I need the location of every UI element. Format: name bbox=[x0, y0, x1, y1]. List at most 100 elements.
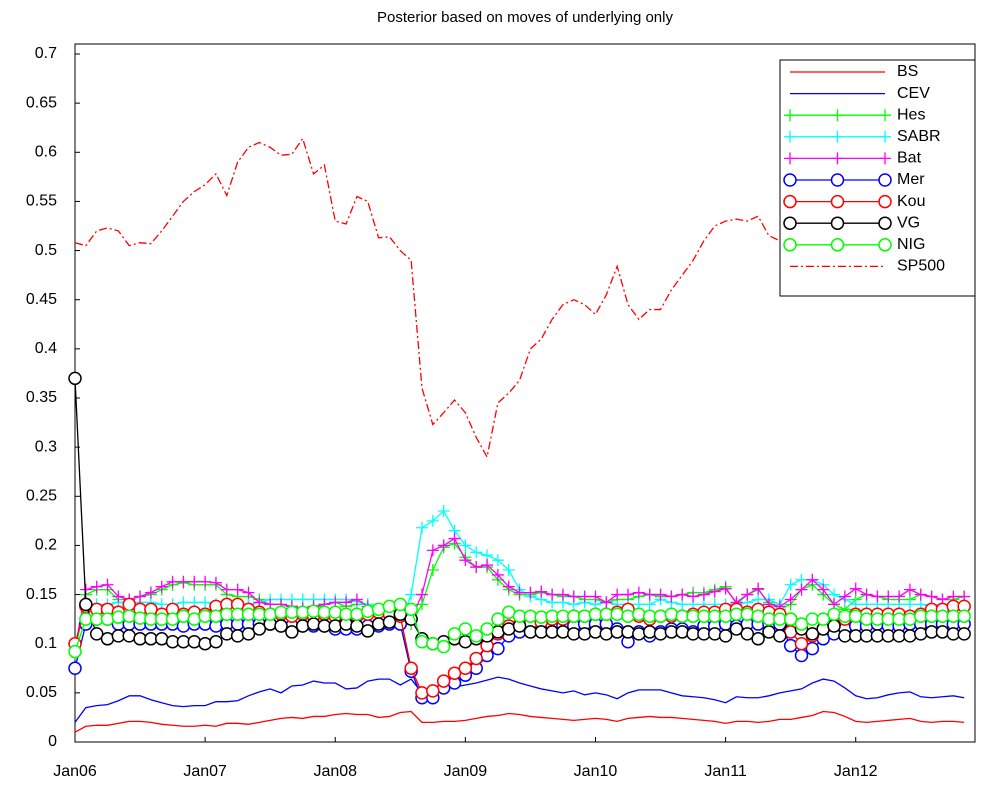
circle-marker bbox=[480, 622, 494, 636]
circle-marker bbox=[469, 629, 483, 643]
plus-marker bbox=[155, 580, 168, 593]
plus-marker bbox=[611, 588, 624, 601]
plus-marker bbox=[654, 588, 667, 601]
plus-marker bbox=[784, 593, 797, 606]
circle-marker bbox=[165, 612, 180, 626]
plus-marker bbox=[831, 152, 844, 165]
circle-marker bbox=[805, 627, 820, 641]
series bbox=[74, 710, 965, 733]
circle-marker bbox=[68, 371, 82, 386]
plus-marker bbox=[134, 590, 147, 603]
plus-marker bbox=[567, 590, 580, 603]
circle-marker bbox=[361, 624, 375, 638]
circle-marker bbox=[805, 641, 820, 656]
plus-marker bbox=[741, 588, 754, 601]
y-tick-label: 0.6 bbox=[35, 144, 57, 161]
circle-marker bbox=[328, 605, 342, 620]
circle-marker bbox=[371, 617, 386, 631]
circle-marker bbox=[404, 661, 418, 676]
circle-marker bbox=[361, 604, 375, 619]
circle-marker bbox=[751, 609, 765, 623]
circle-marker bbox=[501, 622, 516, 636]
plus-marker bbox=[600, 596, 613, 609]
circle-marker bbox=[491, 641, 505, 656]
circle-marker bbox=[642, 625, 657, 639]
circle-marker bbox=[328, 619, 342, 633]
circle-marker bbox=[79, 597, 93, 612]
legend-label: Kou bbox=[897, 193, 925, 210]
plus-marker bbox=[513, 586, 526, 599]
legend: BS CEV Hes SABR Bat Mer Kou VG NIG SP500 bbox=[779, 59, 976, 297]
circle-marker bbox=[632, 627, 646, 641]
plus-marker bbox=[188, 575, 201, 588]
plus-marker bbox=[209, 576, 222, 589]
y-tick-label: 0.5 bbox=[35, 242, 57, 259]
legend-label: SABR bbox=[897, 128, 941, 145]
circle-marker bbox=[794, 636, 809, 651]
x-tick-label: Jan06 bbox=[53, 763, 97, 780]
circle-marker bbox=[198, 636, 212, 651]
legend-label: Mer bbox=[897, 171, 925, 188]
circle-marker bbox=[491, 612, 505, 626]
circle-marker bbox=[599, 627, 614, 641]
circle-marker bbox=[350, 607, 364, 621]
circle-marker bbox=[577, 627, 592, 641]
circle-marker bbox=[957, 609, 971, 623]
plus-marker bbox=[708, 585, 721, 598]
plus-marker bbox=[893, 590, 906, 603]
legend-label: Bat bbox=[897, 150, 922, 167]
plus-marker bbox=[502, 564, 515, 576]
y-tick-label: 0.45 bbox=[26, 291, 57, 308]
plot-frame bbox=[74, 43, 976, 743]
circle-marker bbox=[773, 629, 787, 643]
plus-marker bbox=[665, 590, 678, 603]
legend-label: Hes bbox=[897, 106, 925, 123]
chart-title: Posterior based on moves of underlying o… bbox=[377, 9, 674, 26]
plus-marker bbox=[405, 588, 418, 601]
plus-marker bbox=[491, 554, 504, 567]
plus-marker bbox=[589, 590, 602, 603]
plus-marker bbox=[470, 546, 483, 559]
plus-marker bbox=[459, 539, 472, 552]
x-tick-label: Jan09 bbox=[444, 763, 488, 780]
circle-marker bbox=[621, 609, 635, 623]
circle-marker bbox=[783, 638, 798, 653]
circle-marker bbox=[230, 629, 245, 643]
plus-marker bbox=[144, 586, 157, 599]
circle-marker bbox=[89, 627, 104, 641]
circle-marker bbox=[426, 684, 440, 698]
circle-marker bbox=[209, 634, 223, 649]
circle-marker bbox=[827, 619, 841, 633]
plus-marker bbox=[112, 590, 125, 603]
circle-marker bbox=[878, 238, 892, 252]
circle-marker bbox=[830, 216, 845, 230]
x-tick-label: Jan10 bbox=[574, 763, 618, 780]
plus-marker bbox=[166, 575, 179, 588]
circle-marker bbox=[491, 625, 505, 639]
y-tick-label: 0.7 bbox=[35, 45, 57, 62]
y-tick-label: 0.1 bbox=[35, 635, 57, 652]
y-tick-label: 0.4 bbox=[35, 340, 57, 357]
y-tick-label: 0.15 bbox=[26, 586, 57, 603]
circle-marker bbox=[848, 609, 863, 623]
circle-marker bbox=[878, 173, 892, 187]
circle-marker bbox=[556, 625, 570, 639]
y-tick-label: 0.35 bbox=[26, 389, 57, 406]
plus-marker bbox=[220, 583, 233, 596]
plus-marker bbox=[426, 544, 439, 557]
plus-marker bbox=[242, 586, 255, 599]
x-tick-label: Jan07 bbox=[183, 763, 227, 780]
circle-marker bbox=[447, 627, 462, 641]
circle-marker bbox=[458, 661, 473, 676]
plus-marker bbox=[101, 578, 114, 591]
series bbox=[68, 597, 971, 659]
series-line bbox=[74, 710, 965, 733]
circle-marker bbox=[274, 619, 288, 633]
circle-marker bbox=[830, 173, 845, 187]
plus-marker bbox=[524, 586, 537, 599]
legend-box bbox=[779, 59, 976, 297]
plus-marker bbox=[415, 521, 428, 534]
plus-marker bbox=[426, 564, 439, 576]
circle-marker bbox=[285, 625, 299, 639]
circle-marker bbox=[878, 194, 892, 209]
